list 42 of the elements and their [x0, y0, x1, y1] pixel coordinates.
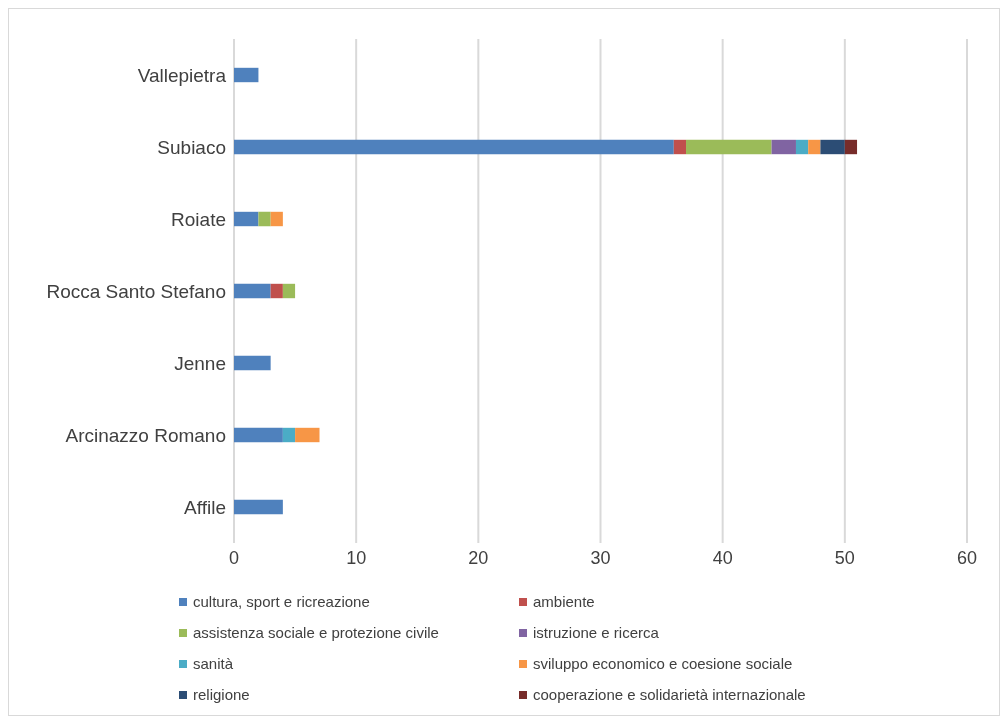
bar	[270, 283, 283, 299]
y-tick-label: Roiate	[171, 208, 226, 230]
y-tick-label: Jenne	[174, 352, 226, 374]
bar	[270, 211, 283, 227]
x-tick-label: 0	[228, 547, 240, 568]
x-tick-label: 40	[712, 547, 733, 568]
bar	[234, 499, 283, 515]
legend-label: assistenza sociale e protezione civile	[193, 624, 439, 641]
bar	[820, 139, 845, 155]
bar	[234, 211, 259, 227]
bar	[234, 67, 259, 83]
bar	[234, 283, 271, 299]
bar	[234, 139, 674, 155]
legend-label: religione	[193, 686, 250, 703]
legend-label: sviluppo economico e coesione sociale	[533, 655, 793, 672]
bar	[795, 139, 809, 155]
bar	[844, 139, 858, 155]
y-tick-label: Affile	[184, 496, 226, 518]
bar	[771, 139, 796, 155]
y-tick-label: Rocca Santo Stefano	[46, 280, 226, 302]
x-tick-label: 10	[346, 547, 367, 568]
x-tick-label: 30	[590, 547, 611, 568]
y-tick-label: Subiaco	[157, 136, 226, 158]
legend-label: istruzione e ricerca	[533, 624, 659, 641]
bar	[686, 139, 772, 155]
legend-label: sanità	[193, 655, 234, 672]
x-tick-label: 20	[468, 547, 489, 568]
legend-label: cooperazione e solidarietà internazionale	[533, 686, 806, 703]
bar	[234, 427, 283, 443]
bar	[258, 211, 271, 227]
bar	[282, 427, 296, 443]
x-tick-label: 60	[956, 547, 978, 568]
y-tick-label: Arcinazzo Romano	[65, 424, 226, 446]
bar	[295, 427, 320, 443]
x-tick-label: 50	[834, 547, 855, 568]
legend-label: ambiente	[533, 593, 595, 610]
bar	[234, 355, 271, 371]
bar	[282, 283, 296, 299]
y-tick-label: Vallepietra	[137, 64, 227, 86]
legend-label: cultura, sport e ricreazione	[193, 593, 370, 610]
bar	[808, 139, 821, 155]
bar	[673, 139, 687, 155]
